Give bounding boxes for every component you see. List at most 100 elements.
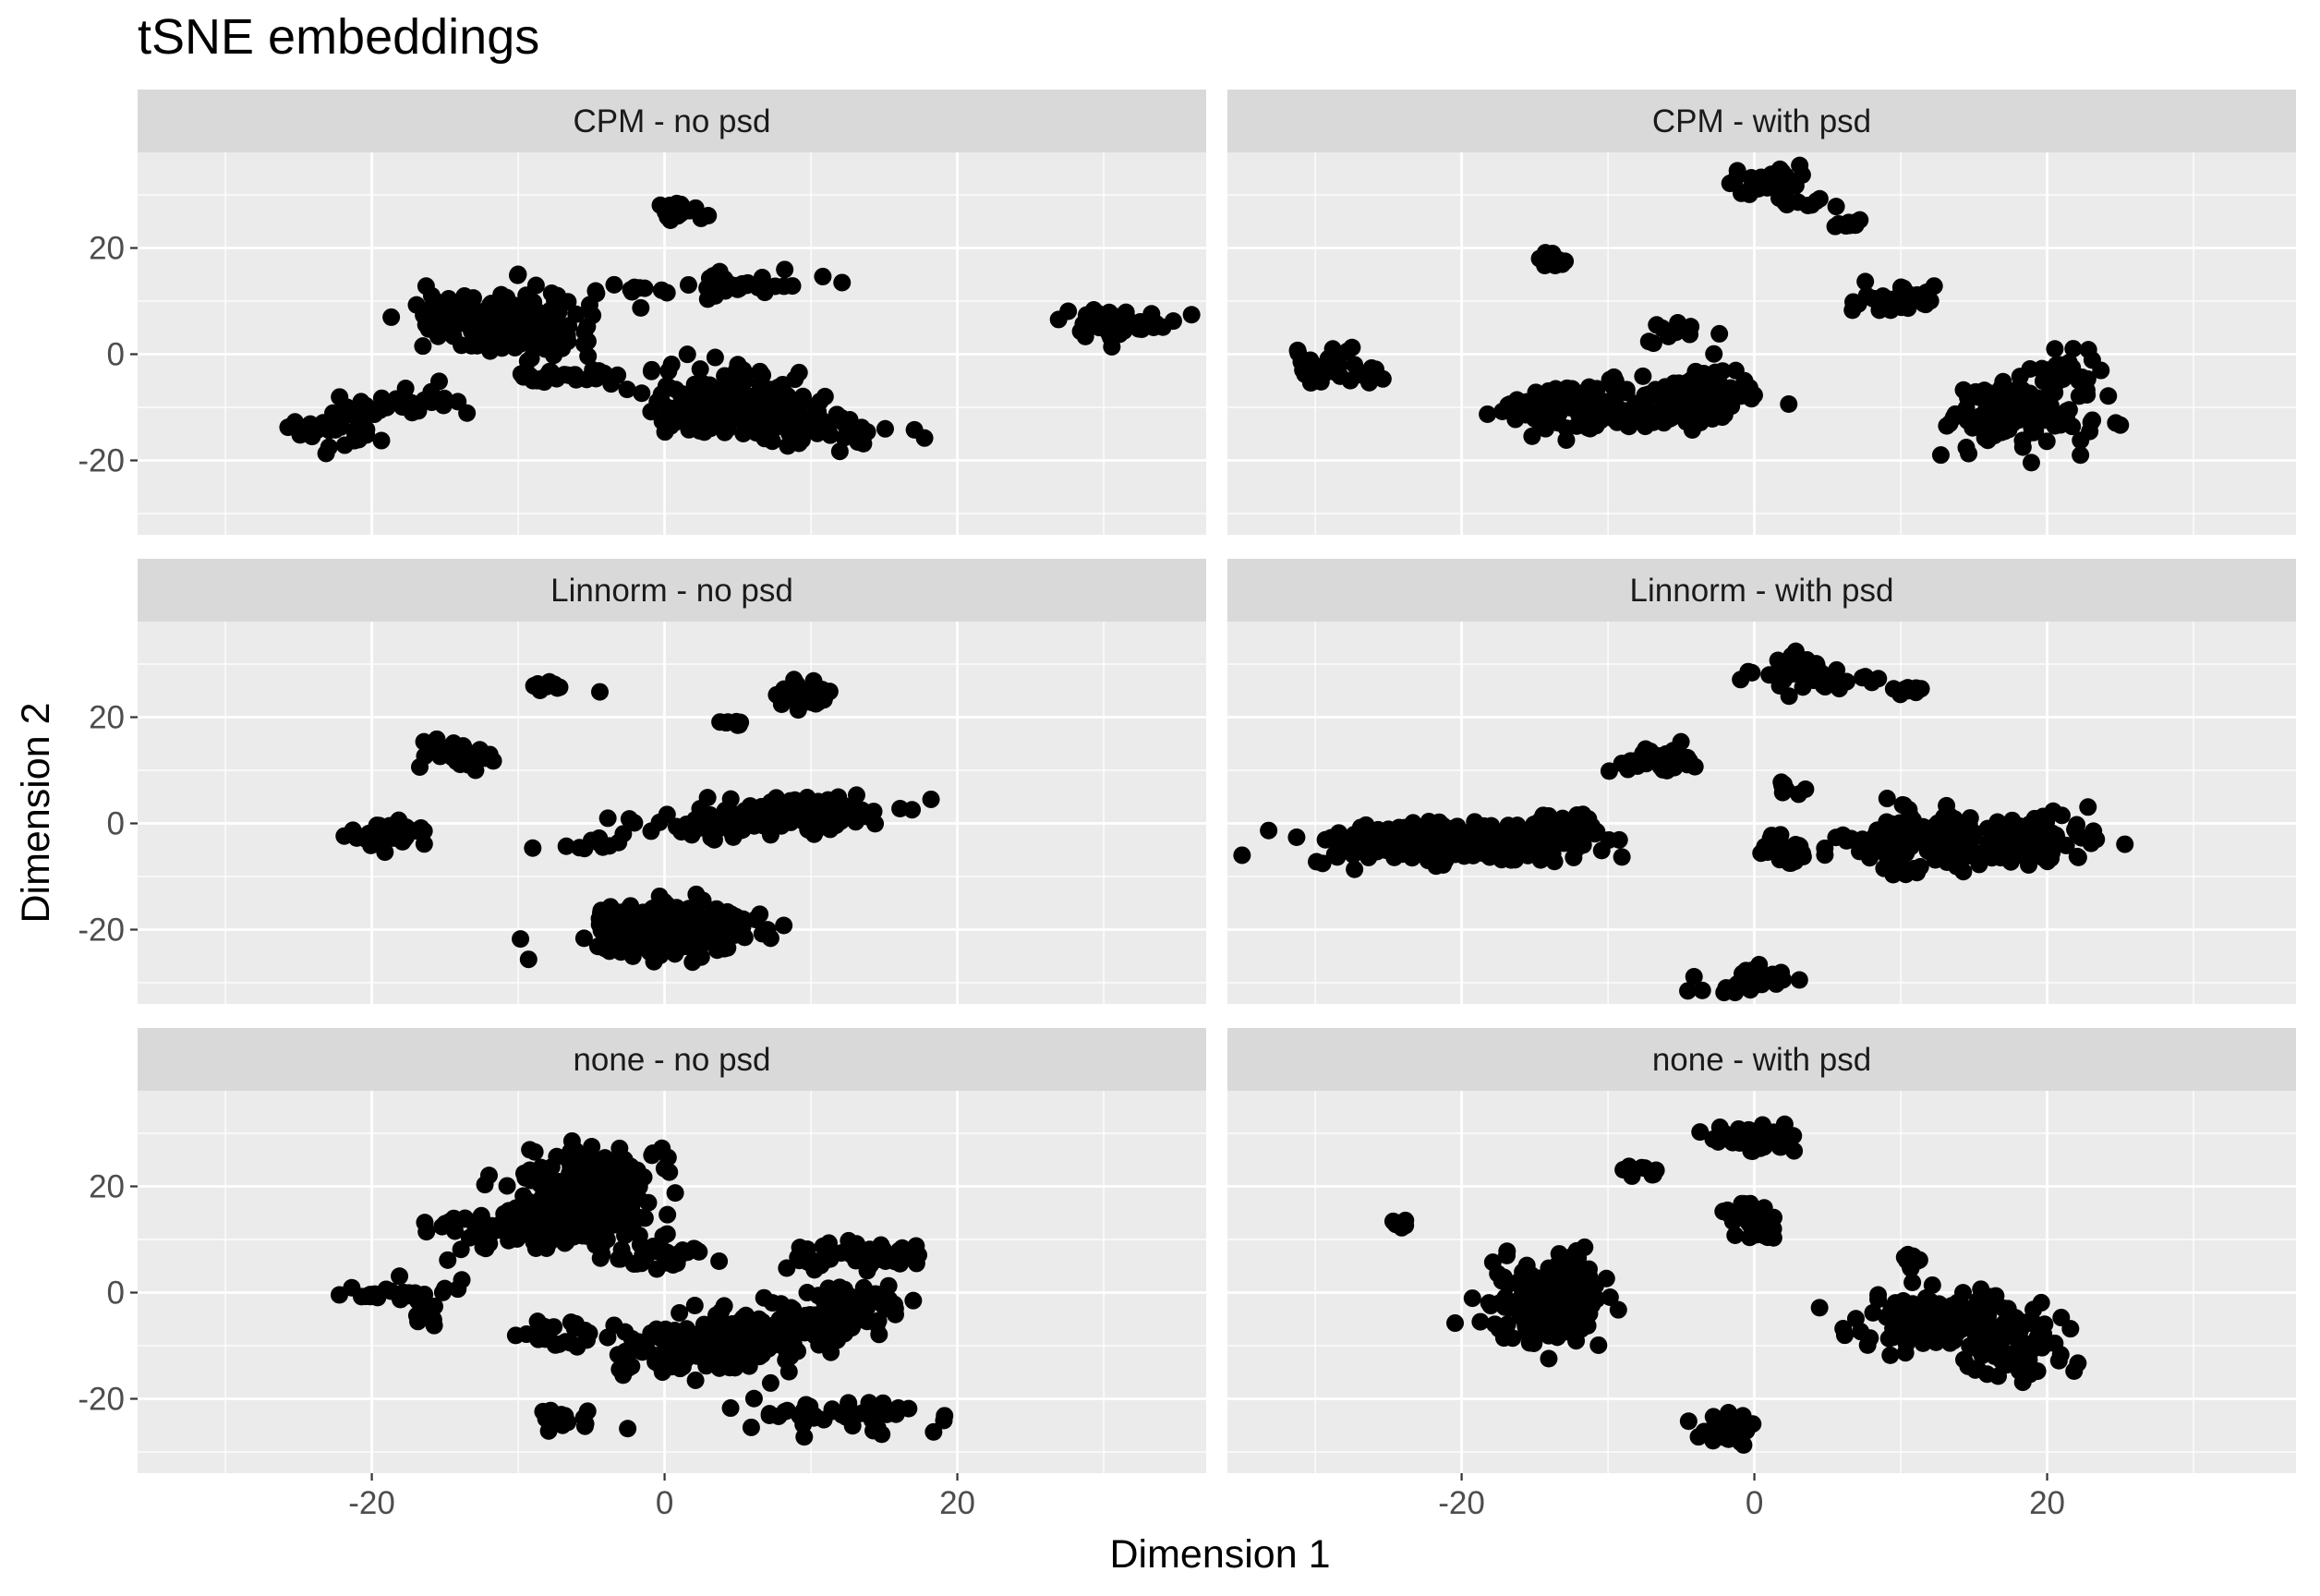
- data-point: [1856, 272, 1875, 291]
- data-point: [1739, 662, 1758, 681]
- data-point: [1777, 180, 1795, 199]
- facet-panel: CPM - no psd -20 0 20: [78, 90, 1206, 535]
- data-point: [1710, 324, 1729, 343]
- data-point: [835, 429, 853, 447]
- data-point: [1600, 762, 1618, 780]
- data-point: [598, 809, 617, 828]
- data-point: [2064, 340, 2083, 358]
- data-point: [1756, 967, 1774, 985]
- data-point: [678, 345, 696, 364]
- data-point: [852, 1307, 871, 1325]
- data-point: [652, 281, 671, 299]
- data-point: [1713, 389, 1732, 407]
- data-point: [1689, 1428, 1708, 1446]
- data-point: [1817, 670, 1835, 688]
- data-point: [869, 1312, 888, 1330]
- data-point: [1493, 402, 1512, 420]
- data-point: [1802, 665, 1820, 683]
- data-point: [1493, 830, 1512, 849]
- scatter-points: [330, 1131, 954, 1446]
- data-point: [761, 929, 779, 948]
- data-point: [575, 840, 594, 858]
- facet-panel: Linnorm - no psd -20 0 20: [78, 559, 1206, 1004]
- data-point: [1368, 842, 1386, 861]
- y-tick-label: 20: [89, 1169, 125, 1205]
- data-point: [1498, 1242, 1516, 1261]
- data-point: [700, 376, 719, 394]
- data-point: [577, 1331, 596, 1349]
- data-point: [528, 1312, 547, 1331]
- data-point: [1881, 1346, 1900, 1364]
- data-point: [1617, 383, 1636, 402]
- data-point: [632, 1254, 650, 1273]
- data-point: [1396, 1216, 1415, 1235]
- data-point: [2012, 846, 2031, 864]
- data-point: [557, 837, 575, 855]
- x-tick-label: -20: [348, 1485, 395, 1521]
- data-point: [356, 396, 375, 415]
- data-point: [1835, 1326, 1854, 1345]
- data-point: [2048, 373, 2067, 392]
- data-point: [791, 1251, 809, 1270]
- data-point: [1729, 1119, 1747, 1138]
- data-point: [575, 1175, 594, 1193]
- y-tick-label: -20: [78, 443, 125, 479]
- data-point: [859, 1250, 877, 1268]
- data-point: [1601, 370, 1619, 389]
- data-point: [1726, 1226, 1745, 1244]
- data-point: [1561, 830, 1579, 849]
- data-point: [813, 796, 831, 815]
- data-point: [1233, 846, 1251, 864]
- data-point: [1393, 830, 1411, 849]
- data-point: [711, 280, 730, 298]
- data-point: [596, 939, 614, 958]
- data-point: [612, 923, 631, 941]
- data-point: [1071, 322, 1090, 341]
- data-point: [814, 267, 832, 285]
- data-point: [1837, 672, 1855, 691]
- data-point: [720, 813, 739, 831]
- data-point: [1740, 185, 1758, 203]
- data-point: [1693, 981, 1711, 999]
- data-point: [1965, 824, 1984, 842]
- data-point: [687, 392, 706, 410]
- data-point: [1593, 400, 1612, 418]
- data-point: [407, 1306, 426, 1324]
- data-point: [1790, 971, 1808, 989]
- data-point: [588, 1162, 607, 1180]
- data-point: [1589, 1336, 1608, 1354]
- data-point: [796, 1306, 815, 1324]
- data-point: [837, 1408, 855, 1426]
- data-point: [733, 274, 752, 293]
- data-point: [1379, 831, 1397, 850]
- data-point: [1110, 325, 1129, 344]
- data-point: [1772, 963, 1791, 982]
- data-point: [1506, 410, 1525, 429]
- data-point: [2087, 830, 2106, 849]
- data-point: [458, 404, 477, 422]
- data-point: [567, 305, 586, 323]
- x-tick-label: 0: [1746, 1485, 1763, 1521]
- data-point: [562, 1143, 580, 1161]
- panel-background: [1227, 622, 2296, 1004]
- data-point: [1446, 1314, 1465, 1333]
- data-point: [701, 913, 719, 931]
- panel-background: [1227, 152, 2296, 535]
- data-point: [718, 392, 736, 410]
- data-point: [576, 1415, 595, 1433]
- data-point: [904, 1291, 923, 1310]
- data-point: [609, 1346, 627, 1364]
- data-point: [1578, 1316, 1597, 1335]
- data-point: [531, 1191, 550, 1209]
- data-point: [761, 1373, 779, 1392]
- data-point: [1679, 1412, 1698, 1431]
- data-point: [1830, 214, 1848, 233]
- y-tick-label: 20: [89, 231, 125, 267]
- data-point: [625, 1223, 644, 1241]
- data-point: [700, 931, 719, 949]
- data-point: [793, 387, 812, 405]
- data-point: [1299, 366, 1318, 384]
- data-point: [1885, 1319, 1903, 1337]
- data-point: [2079, 798, 2097, 816]
- data-point: [566, 1314, 585, 1333]
